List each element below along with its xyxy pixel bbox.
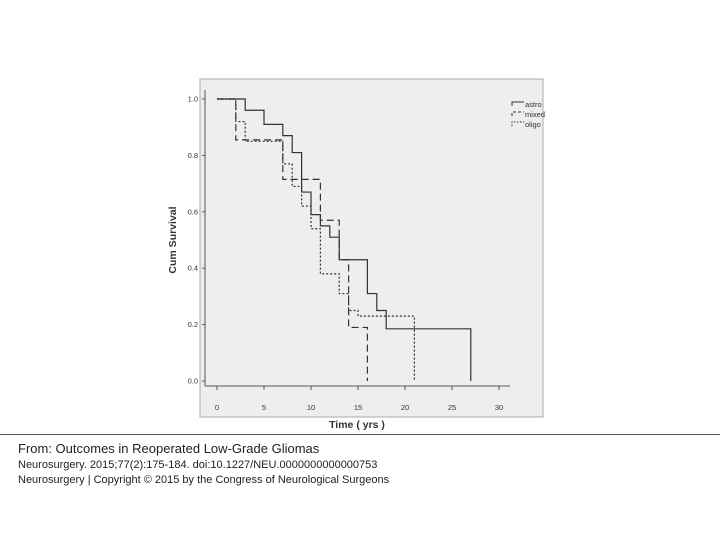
legend-label-mixed: mixed xyxy=(525,110,545,119)
survival-chart: 0.0 0.2 0.4 0.6 0.8 1.0 0 5 10 15 20 25 30 astromixe… xyxy=(167,78,545,431)
legend-label-astro: astro xyxy=(525,100,542,109)
legend-swatch-oligo xyxy=(511,121,524,126)
x-tick-label: 0 xyxy=(215,403,219,412)
legend-swatch-mixed xyxy=(511,111,524,116)
legend-swatch-astro xyxy=(511,101,524,106)
caption-citation: Neurosurgery. 2015;77(2):175-184. doi:10… xyxy=(18,459,378,471)
series-line-oligo xyxy=(217,98,415,381)
x-axis-title: Time ( yrs ) xyxy=(329,419,385,431)
y-tick-label: 0.4 xyxy=(188,264,198,273)
x-tick-label: 30 xyxy=(495,403,503,412)
legend-label-oligo: oligo xyxy=(525,120,541,129)
y-tick-label: 0.2 xyxy=(188,320,198,329)
y-axis-title: Cum Survival xyxy=(167,206,179,273)
caption-copyright: Neurosurgery | Copyright © 2015 by the C… xyxy=(18,474,390,486)
series-line-mixed xyxy=(217,98,368,381)
axes: 0.0 0.2 0.4 0.6 0.8 1.0 0 5 10 15 20 25 30 xyxy=(188,90,510,412)
series-layer xyxy=(217,98,472,381)
y-tick-label: 0.0 xyxy=(188,377,198,386)
x-tick-label: 10 xyxy=(307,403,315,412)
x-tick-label: 5 xyxy=(262,403,266,412)
x-tick-label: 25 xyxy=(448,403,456,412)
caption-divider xyxy=(0,434,720,435)
series-line-astro xyxy=(217,98,472,381)
y-tick-label: 0.8 xyxy=(188,151,198,160)
x-tick-label: 20 xyxy=(401,403,409,412)
y-tick-label: 0.6 xyxy=(188,207,198,216)
y-tick-label: 1.0 xyxy=(188,95,198,104)
figure-caption: From: Outcomes in Reoperated Low-Grade G… xyxy=(18,441,708,489)
caption-title: From: Outcomes in Reoperated Low-Grade G… xyxy=(18,441,320,456)
plot-area xyxy=(205,88,505,385)
x-tick-label: 15 xyxy=(354,403,362,412)
